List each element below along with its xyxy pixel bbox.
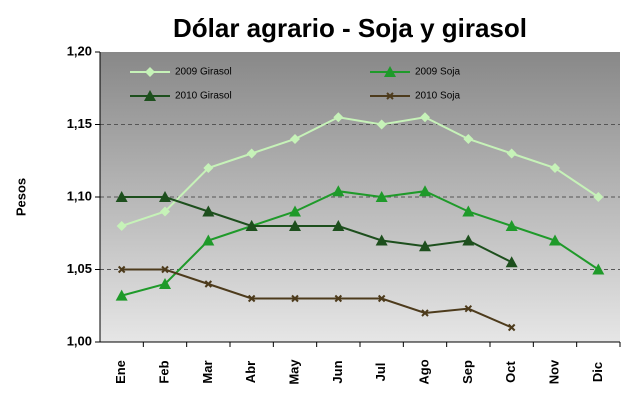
x-tick-label: May bbox=[286, 359, 301, 385]
point bbox=[463, 134, 474, 144]
point bbox=[419, 240, 431, 252]
legend-marker bbox=[145, 67, 155, 77]
point bbox=[334, 294, 343, 303]
y-tick-label: 1,05 bbox=[67, 261, 92, 276]
legend-marker bbox=[144, 90, 156, 101]
x-tick-label: Nov bbox=[546, 359, 561, 384]
point bbox=[333, 112, 344, 123]
x-tick-label: Abr bbox=[243, 361, 258, 383]
x-tick-label: Oct bbox=[503, 360, 518, 382]
y-tick-label: 1,00 bbox=[67, 333, 92, 348]
point bbox=[203, 163, 214, 173]
point bbox=[375, 234, 388, 246]
y-axis-label: Pesos bbox=[13, 178, 28, 216]
point bbox=[289, 220, 301, 231]
point bbox=[376, 119, 387, 130]
point bbox=[116, 221, 127, 231]
point bbox=[289, 205, 301, 217]
point bbox=[419, 185, 431, 197]
point bbox=[202, 234, 215, 246]
y-tick-label: 1,10 bbox=[67, 188, 92, 203]
point bbox=[550, 163, 560, 173]
x-tick-label: Dic bbox=[590, 362, 605, 382]
x-tick-label: Jun bbox=[330, 360, 345, 383]
series-line bbox=[121, 116, 599, 227]
y-tick-label: 1,20 bbox=[67, 43, 92, 58]
x-tick-label: Sep bbox=[460, 360, 475, 384]
point bbox=[247, 294, 256, 303]
series-line bbox=[121, 268, 513, 329]
point bbox=[115, 191, 128, 202]
point bbox=[506, 148, 517, 159]
x-tick-label: Feb bbox=[156, 360, 171, 383]
x-tick-label: Ago bbox=[416, 359, 431, 384]
series-line bbox=[121, 196, 513, 264]
point bbox=[420, 112, 430, 123]
point bbox=[464, 304, 473, 313]
point bbox=[375, 191, 388, 202]
point bbox=[161, 265, 169, 274]
point bbox=[332, 185, 345, 197]
point bbox=[159, 278, 171, 289]
series-line bbox=[121, 190, 599, 297]
point bbox=[505, 220, 518, 231]
point bbox=[291, 294, 299, 303]
point bbox=[160, 206, 170, 217]
chart-title: Dólar agrario - Soja y girasol bbox=[173, 13, 527, 43]
point bbox=[592, 263, 605, 275]
legend-label: 2010 Soja bbox=[415, 91, 460, 102]
point bbox=[290, 134, 300, 144]
point bbox=[332, 220, 345, 231]
point bbox=[246, 148, 257, 159]
point bbox=[159, 191, 171, 202]
point bbox=[245, 220, 258, 231]
x-tick-label: Mar bbox=[200, 360, 215, 383]
point bbox=[202, 205, 215, 217]
point bbox=[507, 323, 516, 332]
point bbox=[505, 256, 518, 268]
point bbox=[204, 280, 213, 288]
point bbox=[549, 234, 561, 246]
legend-marker bbox=[384, 66, 396, 77]
legend-label: 2009 Girasol bbox=[175, 67, 232, 78]
point bbox=[421, 309, 429, 317]
legend-label: 2010 Girasol bbox=[175, 91, 232, 102]
y-tick-label: 1,15 bbox=[67, 116, 92, 131]
point bbox=[593, 192, 604, 202]
legend-marker bbox=[386, 92, 394, 100]
point bbox=[377, 294, 386, 303]
x-tick-label: Jul bbox=[373, 363, 388, 382]
legend-label: 2009 Soja bbox=[415, 67, 460, 78]
x-tick-label: Ene bbox=[113, 360, 128, 384]
point bbox=[115, 289, 128, 301]
point bbox=[462, 234, 475, 246]
point bbox=[462, 205, 475, 217]
point bbox=[117, 265, 126, 274]
